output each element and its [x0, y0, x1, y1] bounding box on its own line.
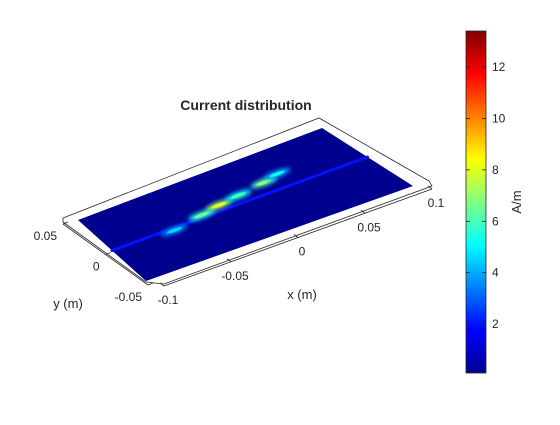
x-axis-ticks: -0.1 -0.05 0 0.05 0.1	[158, 185, 445, 307]
current-surface	[78, 128, 413, 281]
x-tick-mark-2	[226, 258, 232, 263]
y-tick-mark-2	[105, 252, 111, 255]
y-tick-mark-3	[62, 221, 69, 225]
x-tick-mark-4	[360, 209, 366, 214]
hotspot-layer	[161, 168, 291, 237]
colorbar	[465, 30, 487, 374]
colorbar-label: A/m	[509, 190, 524, 213]
hotspot-core-1	[166, 227, 182, 234]
y-tick-mark-1	[147, 282, 154, 286]
hotspot-core-2	[194, 211, 210, 219]
feed-line-trace	[110, 155, 369, 252]
hotspot-core-4	[230, 192, 246, 199]
x-tick-mark-1	[159, 282, 165, 287]
x-tick-mark-5	[427, 185, 433, 190]
colorbar-ticks: 2 4 6 8 10 12	[466, 60, 506, 331]
x-axis-label: x (m)	[287, 287, 317, 302]
colorbar-tick-label-2: 4	[492, 266, 499, 280]
x-tick-label-2: -0.05	[221, 269, 249, 283]
colorbar-tick-label-5: 10	[492, 111, 506, 125]
colorbar-tick-label-1: 2	[492, 317, 499, 331]
x-tick-label-4: 0.05	[357, 220, 381, 234]
hotspot-core-3	[211, 201, 227, 209]
colorbar-tick-label-6: 12	[492, 60, 506, 74]
y-axis-label: y (m)	[53, 296, 83, 311]
x-tick-label-5: 0.1	[428, 196, 445, 210]
colorbar-tick-label-4: 8	[492, 163, 499, 177]
y-axis-ticks: -0.05 0 0.05	[34, 221, 154, 304]
y-tick-label-1: -0.05	[115, 290, 143, 304]
y-tick-label-2: 0	[93, 260, 100, 274]
x-tick-label-3: 0	[299, 245, 306, 259]
x-tick-mark-3	[293, 234, 299, 238]
x-tick-label-1: -0.1	[158, 293, 179, 307]
hotspot-core-5	[256, 179, 272, 186]
y-tick-label-3: 0.05	[34, 229, 58, 243]
chart-title: Current distribution	[180, 97, 311, 113]
colorbar-tick-label-3: 6	[492, 214, 499, 228]
axis-box-outline	[62, 117, 433, 285]
hotspot-core-6	[269, 170, 285, 178]
